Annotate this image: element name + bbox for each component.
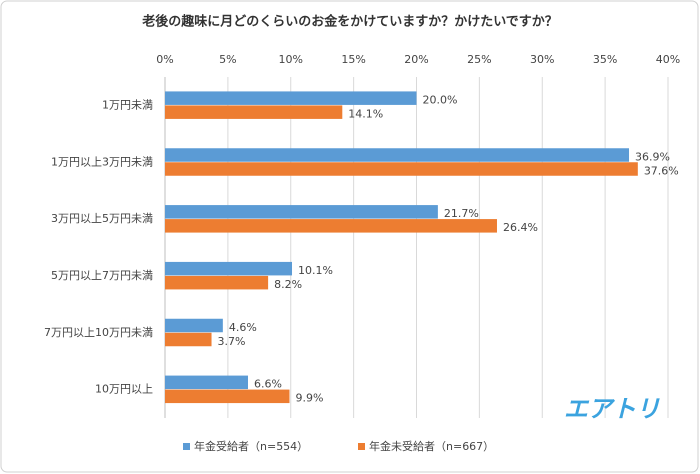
value-label: 6.6% xyxy=(254,378,282,391)
x-tick-label: 15% xyxy=(341,53,365,66)
watermark: エアトリ xyxy=(564,395,660,423)
value-label: 9.9% xyxy=(295,392,323,405)
legend-swatch xyxy=(183,443,190,450)
y-tick-label: 7万円以上10万円未満 xyxy=(44,326,153,339)
legend-label: 年金受給者（n=554） xyxy=(194,439,308,453)
x-tick-label: 40% xyxy=(656,53,680,66)
y-tick-label: 3万円以上5万円未満 xyxy=(51,212,153,225)
x-tick-label: 20% xyxy=(404,53,428,66)
value-label: 26.4% xyxy=(503,221,538,234)
value-label: 21.7% xyxy=(444,207,479,220)
y-tick-label: 1万円未満 xyxy=(102,98,153,111)
bar xyxy=(165,105,343,119)
bar xyxy=(165,261,293,276)
bar xyxy=(165,318,223,333)
y-tick-label: 10万円以上 xyxy=(95,383,153,396)
x-tick-label: 25% xyxy=(467,53,491,66)
x-tick-label: 5% xyxy=(219,53,236,66)
value-label: 37.6% xyxy=(644,164,679,177)
x-tick-label: 0% xyxy=(156,53,173,66)
bar xyxy=(165,389,290,404)
value-label: 20.0% xyxy=(423,93,458,106)
chart-title: 老後の趣味に月どのくらいのお金をかけていますか？かけたいですか？ xyxy=(141,14,558,30)
x-tick-label: 10% xyxy=(279,53,303,66)
x-tick-label: 35% xyxy=(593,53,617,66)
legend-swatch xyxy=(358,443,365,450)
bar xyxy=(165,148,630,162)
bar xyxy=(165,162,638,176)
value-label: 14.1% xyxy=(348,107,383,120)
y-tick-label: 5万円以上7万円未満 xyxy=(51,269,153,282)
bar xyxy=(165,205,438,219)
bar xyxy=(165,91,417,105)
bar xyxy=(165,332,212,347)
x-tick-label: 30% xyxy=(530,53,554,66)
value-label: 8.2% xyxy=(274,278,302,291)
bar xyxy=(165,219,497,233)
value-label: 3.7% xyxy=(218,335,246,348)
value-label: 10.1% xyxy=(298,264,333,277)
bar xyxy=(165,275,269,290)
value-label: 4.6% xyxy=(229,321,257,334)
y-tick-label: 1万円以上3万円未満 xyxy=(51,155,153,168)
value-label: 36.9% xyxy=(635,150,670,163)
legend-label: 年金未受給者（n=667） xyxy=(369,439,494,453)
bar xyxy=(165,375,248,390)
